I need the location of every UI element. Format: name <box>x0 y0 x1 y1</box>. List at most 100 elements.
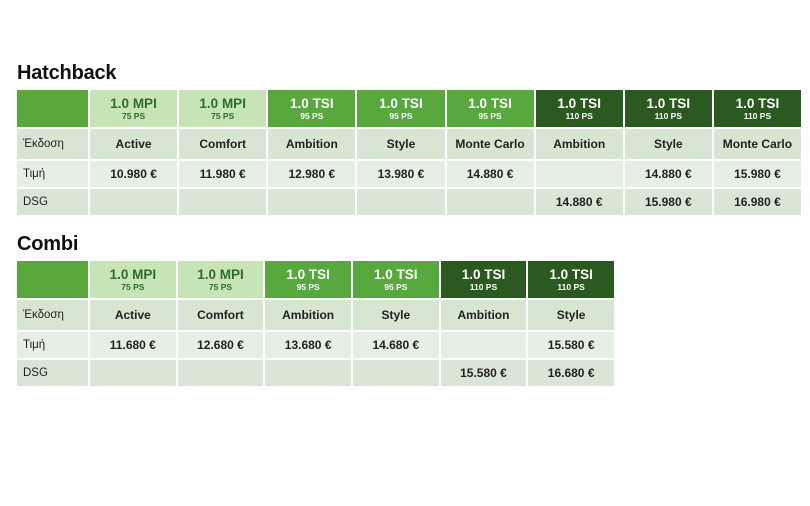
price-cell: 14.880 € <box>624 161 712 187</box>
engine-power: 110 PS <box>557 282 585 292</box>
combi-price-table: 1.0 MPI 75 PS 1.0 MPI 75 PS 1.0 TSI 95 PS 1.0 … <box>15 259 616 388</box>
price-cell: 15.980 € <box>624 189 712 215</box>
engine-power: 95 PS <box>478 111 502 121</box>
price-cell <box>268 189 356 215</box>
engine-header-cell: 1.0 TSI 110 PS <box>528 261 614 298</box>
engine-name: 1.0 MPI <box>109 266 157 282</box>
trim-cell: Ambition <box>535 129 623 159</box>
engine-power: 95 PS <box>300 111 324 121</box>
engine-power: 75 PS <box>208 282 233 292</box>
price-cell <box>265 360 351 386</box>
dsg-row: DSG 15.580 €16.680 € <box>17 360 614 386</box>
engine-header-cell: 1.0 MPI 75 PS <box>179 90 267 127</box>
price-cell: 16.680 € <box>528 360 614 386</box>
price-cell: 13.680 € <box>265 332 351 358</box>
price-cell: 13.980 € <box>357 161 445 187</box>
price-cell <box>440 332 527 358</box>
engine-header-cell: 1.0 TSI 110 PS <box>440 261 527 298</box>
engine-header-cell: 1.0 TSI 95 PS <box>357 90 445 127</box>
row-label: Τιμή <box>17 332 88 358</box>
row-label: Έκδοση <box>17 129 88 159</box>
price-cell: 12.680 € <box>177 332 264 358</box>
price-cell <box>352 360 439 386</box>
price-cell <box>357 189 445 215</box>
engine-header-row: 1.0 MPI 75 PS 1.0 MPI 75 PS 1.0 TSI 95 PS 1.0 … <box>17 90 801 127</box>
trim-cell: Monte Carlo <box>446 129 534 159</box>
engine-power: 110 PS <box>743 111 772 121</box>
price-cell: 12.980 € <box>268 161 356 187</box>
trim-cell: Style <box>528 300 614 330</box>
price-cell <box>446 189 534 215</box>
trim-cell: Ambition <box>268 129 356 159</box>
header-corner-cell <box>17 90 88 127</box>
hatchback-title: Hatchback <box>17 62 117 84</box>
engine-header-cell: 1.0 MPI 75 PS <box>90 90 178 127</box>
row-label: DSG <box>17 189 88 215</box>
trim-cell: Ambition <box>265 300 351 330</box>
dsg-row: DSG 14.880 €15.980 €16.980 € <box>17 189 801 215</box>
engine-header-row: 1.0 MPI 75 PS 1.0 MPI 75 PS 1.0 TSI 95 PS 1.0 … <box>17 261 614 298</box>
trim-cell: Monte Carlo <box>713 129 801 159</box>
engine-name: 1.0 TSI <box>735 95 780 111</box>
engine-power: 110 PS <box>654 111 683 121</box>
engine-header-cell: 1.0 TSI 95 PS <box>352 261 439 298</box>
price-cell: 15.580 € <box>440 360 527 386</box>
trim-cell: Active <box>90 300 176 330</box>
price-row: Τιμή 11.680 €12.680 €13.680 €14.680 € 15.5… <box>17 332 614 358</box>
trim-cell: Comfort <box>177 300 264 330</box>
engine-name: 1.0 TSI <box>374 266 418 282</box>
price-cell: 15.980 € <box>713 161 801 187</box>
price-cell: 15.580 € <box>528 332 614 358</box>
engine-header-cell: 1.0 TSI 95 PS <box>265 261 351 298</box>
row-label: DSG <box>17 360 88 386</box>
engine-power: 95 PS <box>296 282 320 292</box>
trim-cell: Style <box>624 129 712 159</box>
trim-cell: Style <box>357 129 445 159</box>
price-cell: 11.980 € <box>179 161 267 187</box>
engine-header-cell: 1.0 MPI 75 PS <box>177 261 264 298</box>
engine-header-cell: 1.0 TSI 110 PS <box>624 90 712 127</box>
trim-cell: Style <box>352 300 439 330</box>
engine-header-cell: 1.0 MPI 75 PS <box>90 261 176 298</box>
engine-power: 75 PS <box>121 111 146 121</box>
price-cell: 14.880 € <box>446 161 534 187</box>
price-cell: 14.680 € <box>352 332 439 358</box>
price-cell <box>177 360 264 386</box>
engine-name: 1.0 TSI <box>468 95 512 111</box>
price-cell <box>535 161 623 187</box>
engine-header-cell: 1.0 TSI 95 PS <box>446 90 534 127</box>
engine-power: 110 PS <box>565 111 593 121</box>
row-label: Τιμή <box>17 161 88 187</box>
engine-name: 1.0 TSI <box>549 266 593 282</box>
engine-power: 75 PS <box>121 282 145 292</box>
engine-header-cell: 1.0 TSI 95 PS <box>268 90 356 127</box>
combi-title: Combi <box>17 233 79 255</box>
price-row: Τιμή 10.980 €11.980 €12.980 €13.980 €14.8… <box>17 161 801 187</box>
price-cell <box>179 189 267 215</box>
engine-header-cell: 1.0 TSI 110 PS <box>713 90 801 127</box>
price-cell: 14.880 € <box>535 189 623 215</box>
price-cell <box>90 360 176 386</box>
trim-cell: Comfort <box>179 129 267 159</box>
engine-name: 1.0 TSI <box>290 95 334 111</box>
price-cell: 11.680 € <box>90 332 176 358</box>
engine-name: 1.0 TSI <box>646 95 691 111</box>
header-corner-cell <box>17 261 88 298</box>
trim-row: Έκδοση Active Comfort Ambition Style Monte Ca… <box>17 129 801 159</box>
engine-header-cell: 1.0 TSI 110 PS <box>535 90 623 127</box>
engine-name: 1.0 TSI <box>379 95 423 111</box>
engine-power: 110 PS <box>469 282 498 292</box>
hatchback-price-table: 1.0 MPI 75 PS 1.0 MPI 75 PS 1.0 TSI 95 PS 1.0 … <box>15 88 803 217</box>
engine-power: 95 PS <box>384 282 408 292</box>
trim-row: Έκδοση Active Comfort Ambition Style Ambition… <box>17 300 614 330</box>
engine-name: 1.0 TSI <box>286 266 330 282</box>
engine-name: 1.0 TSI <box>557 95 601 111</box>
engine-name: 1.0 MPI <box>110 95 157 111</box>
engine-name: 1.0 TSI <box>461 266 506 282</box>
price-cell: 16.980 € <box>713 189 801 215</box>
row-label: Έκδοση <box>17 300 88 330</box>
price-cell <box>90 189 178 215</box>
engine-power: 95 PS <box>389 111 413 121</box>
engine-power: 75 PS <box>211 111 235 121</box>
trim-cell: Active <box>90 129 178 159</box>
